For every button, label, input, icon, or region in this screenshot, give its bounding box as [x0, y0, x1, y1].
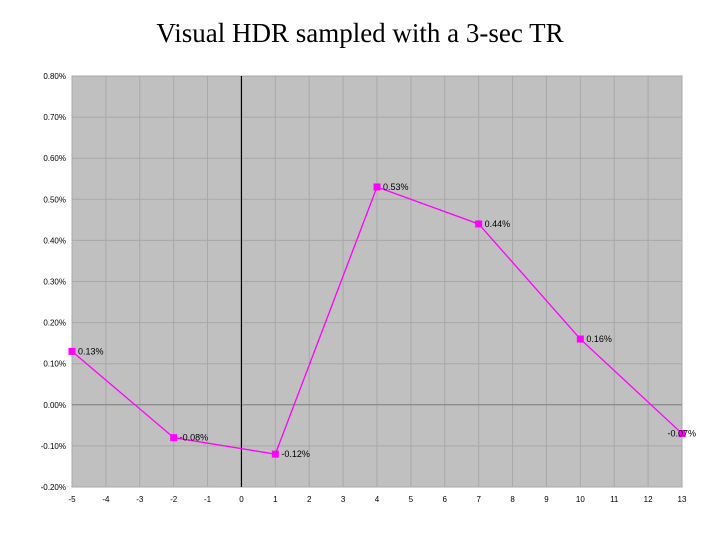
x-tick-label: 8 — [510, 495, 515, 504]
x-axis-tick-labels: -5 -4 -3 -2 -1 0 1 2 3 4 5 6 7 8 9 10 11 12 13 — [68, 495, 687, 504]
x-tick-label: 11 — [610, 495, 619, 504]
x-tick-label: 2 — [307, 495, 312, 504]
y-tick-label: 0.10% — [43, 360, 66, 369]
x-tick-label: 9 — [544, 495, 549, 504]
y-tick-label: 0.30% — [43, 278, 66, 287]
x-tick-label: 13 — [678, 495, 687, 504]
data-labels-group: 0.13% -0.08% -0.12% 0.53% 0.44% 0.16% -0.07% — [78, 182, 696, 459]
data-point — [271, 450, 279, 458]
data-label: -0.07% — [667, 429, 696, 439]
x-tick-label: 3 — [341, 495, 346, 504]
x-tick-label: 6 — [443, 495, 448, 504]
y-tick-label: 0.20% — [43, 319, 66, 328]
y-axis-tick-labels: 0.80% 0.70% 0.60% 0.50% 0.40% 0.30% 0.20% 0.10%… — [41, 72, 66, 492]
data-label: 0.16% — [586, 334, 612, 344]
x-tick-label: 5 — [409, 495, 414, 504]
x-tick-label: -1 — [204, 495, 212, 504]
x-tick-label: -2 — [170, 495, 178, 504]
gridlines — [71, 75, 683, 488]
x-tick-label: -5 — [68, 495, 76, 504]
data-point — [576, 335, 584, 343]
x-tick-label: -4 — [102, 495, 110, 504]
data-label: 0.53% — [383, 182, 409, 192]
y-tick-label: -0.10% — [41, 442, 66, 451]
data-label: -0.08% — [180, 433, 209, 443]
x-tick-label: -3 — [136, 495, 144, 504]
y-tick-label: 0.60% — [43, 154, 66, 163]
x-tick-label: 12 — [644, 495, 653, 504]
y-tick-label: 0.50% — [43, 195, 66, 204]
series-group — [68, 183, 686, 458]
data-point — [170, 434, 178, 442]
axes — [72, 76, 682, 487]
x-tick-label: 1 — [273, 495, 278, 504]
x-tick-label: 7 — [476, 495, 481, 504]
data-label: -0.12% — [281, 449, 310, 459]
y-tick-label: 0.00% — [43, 401, 66, 410]
x-tick-label: 4 — [375, 495, 380, 504]
y-tick-label: 0.70% — [43, 113, 66, 122]
data-point — [475, 220, 483, 228]
x-tick-label: 0 — [239, 495, 244, 504]
data-point — [678, 430, 686, 438]
y-tick-label: 0.80% — [43, 72, 66, 81]
y-tick-label: -0.20% — [41, 483, 66, 492]
data-label: 0.13% — [78, 346, 104, 356]
data-point — [68, 347, 76, 355]
data-point — [373, 183, 381, 191]
y-tick-label: 0.40% — [43, 236, 66, 245]
x-tick-label: 10 — [576, 495, 585, 504]
data-label: 0.44% — [485, 219, 511, 229]
chart-title: Visual HDR sampled with a 3-sec TR — [156, 18, 564, 48]
